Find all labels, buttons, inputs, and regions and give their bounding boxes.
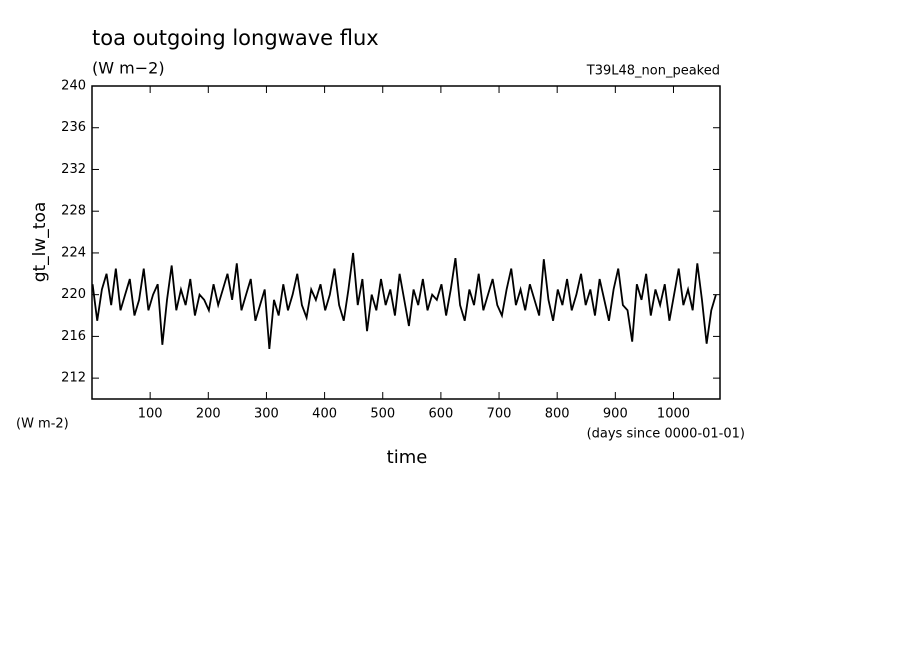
- y-units: (W m-2): [16, 417, 69, 432]
- chart-title: toa outgoing longwave flux: [92, 26, 379, 50]
- x-units: (days since 0000-01-01): [587, 427, 745, 442]
- y-tick-label: 212: [61, 371, 86, 386]
- x-tick-label: 700: [487, 407, 512, 422]
- x-tick-label: 400: [312, 407, 337, 422]
- x-tick-label: 1000: [657, 407, 690, 422]
- x-tick-label: 600: [428, 407, 453, 422]
- y-tick-label: 240: [61, 79, 86, 94]
- y-tick-label: 224: [61, 245, 86, 260]
- y-tick-label: 220: [61, 287, 86, 302]
- subtitle: (W m−2): [92, 59, 165, 78]
- x-tick-label: 100: [138, 407, 163, 422]
- x-tick-label: 300: [254, 407, 279, 422]
- x-tick-label: 500: [370, 407, 395, 422]
- annotation: T39L48_non_peaked: [586, 64, 720, 79]
- y-tick-label: 228: [61, 204, 86, 219]
- y-axis-label: gt_lw_toa: [30, 202, 50, 283]
- x-tick-label: 200: [196, 407, 221, 422]
- x-tick-label: 800: [545, 407, 570, 422]
- data-line: [91, 252, 717, 350]
- y-tick-label: 216: [61, 329, 86, 344]
- x-tick-label: 900: [603, 407, 628, 422]
- x-axis-label: time: [387, 447, 428, 468]
- y-tick-label: 236: [61, 120, 86, 135]
- y-tick-label: 232: [61, 162, 86, 177]
- plot-frame: [91, 85, 721, 400]
